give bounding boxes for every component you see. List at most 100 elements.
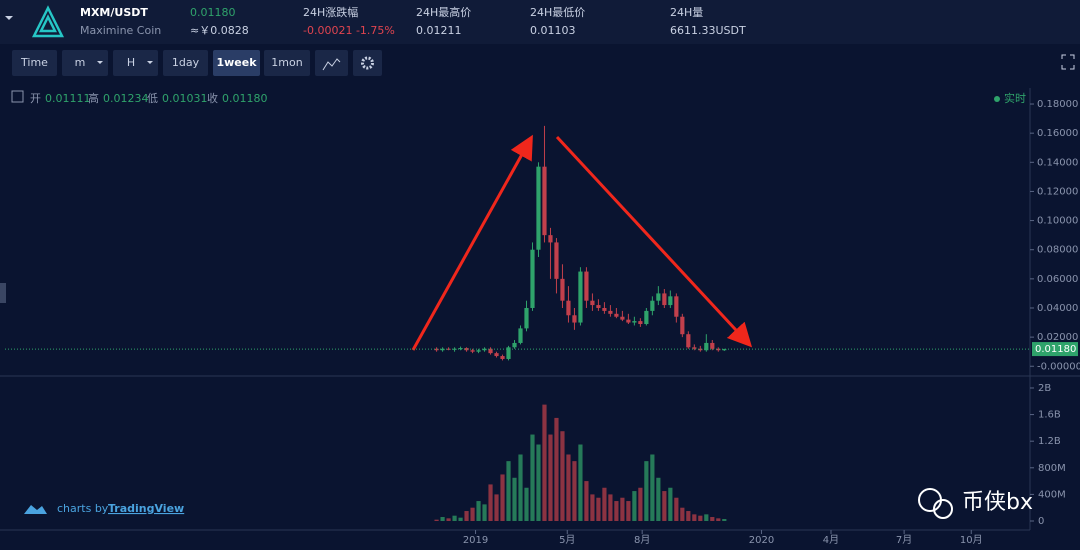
- candle-body: [620, 316, 625, 320]
- candle-body: [608, 310, 613, 314]
- ohlc-label: 收: [207, 91, 218, 105]
- toolbar-label[interactable]: H: [127, 56, 135, 69]
- toolbar-label[interactable]: m: [75, 56, 86, 69]
- settings-button[interactable]: [353, 50, 382, 76]
- candle-body: [578, 271, 583, 323]
- volume-bar: [452, 515, 457, 521]
- volume-bar: [584, 481, 589, 521]
- stat-value: 0.01211: [416, 24, 462, 37]
- candle-body: [590, 300, 595, 306]
- volume-bar: [524, 487, 529, 521]
- volume-bar: [716, 518, 721, 521]
- candle-body: [440, 348, 445, 351]
- volume-bar: [596, 497, 601, 521]
- stat-label: 24H涨跌幅: [303, 5, 358, 19]
- volume-bar: [638, 487, 643, 521]
- candle-body: [584, 271, 589, 301]
- toolbar-label[interactable]: 1mon: [271, 56, 302, 69]
- realtime[interactable]: 实时: [1004, 91, 1026, 105]
- toolbar-label[interactable]: 1day: [172, 56, 200, 69]
- volume-bar: [602, 487, 607, 521]
- volume-bar: [440, 517, 445, 521]
- volume-bar: [686, 511, 691, 521]
- candle-body: [614, 313, 619, 317]
- current-price-label: 0.01180: [1035, 344, 1076, 355]
- candle-body: [446, 348, 451, 350]
- toolbar-button[interactable]: [12, 50, 57, 76]
- volume-bar: [560, 431, 565, 521]
- volume-tick-label: 1.6B: [1038, 410, 1061, 421]
- volume-bar: [446, 518, 451, 521]
- header-bar: [0, 0, 1080, 44]
- ohlc-value: 0.01031: [162, 92, 208, 105]
- volume-bar: [692, 514, 697, 521]
- y-tick-label: 0.04000: [1037, 303, 1078, 314]
- volume-bar: [548, 434, 553, 521]
- indicator-button[interactable]: [315, 50, 348, 76]
- toolbar-button[interactable]: [113, 50, 158, 76]
- candle-body: [698, 348, 703, 351]
- candle-body: [452, 348, 457, 350]
- ohlc-value: 0.01111: [45, 92, 91, 105]
- menu-arrow[interactable]: [5, 16, 13, 20]
- volume-tick-label: 2B: [1038, 383, 1051, 394]
- candle-body: [704, 342, 709, 351]
- dropdown-arrow[interactable]: [147, 61, 153, 64]
- candle-body: [662, 293, 667, 306]
- volume-bar: [644, 461, 649, 521]
- volume-bar: [704, 514, 709, 521]
- candle-body: [512, 342, 517, 348]
- candle-body: [722, 349, 727, 351]
- x-tick-label: 2020: [749, 535, 774, 546]
- toolbar-button[interactable]: [213, 50, 260, 76]
- volume-bar: [464, 511, 469, 521]
- fullscreen[interactable]: [1061, 54, 1075, 70]
- ohlc-label: 开: [30, 92, 41, 105]
- x-tick-label: 4月: [823, 534, 839, 546]
- realtime-dot: [994, 96, 1000, 102]
- candle-body: [668, 296, 673, 306]
- candle-body: [572, 315, 577, 323]
- stat-label: 24H最高价: [416, 5, 471, 19]
- toolbar-label[interactable]: 1week: [216, 56, 257, 69]
- y-tick-label: 0.08000: [1037, 245, 1078, 256]
- volume-bar: [656, 477, 661, 521]
- ohlc-value: 0.01180: [222, 92, 268, 105]
- indicator-icon[interactable]: [322, 58, 341, 71]
- stat-label: 24H量: [670, 6, 703, 19]
- candle-body: [692, 347, 697, 349]
- legend-toggle[interactable]: [11, 90, 24, 103]
- stat-value: 0.01103: [530, 24, 576, 37]
- volume-bar: [512, 477, 517, 521]
- settings-icon[interactable]: [361, 56, 374, 70]
- side-handle[interactable]: [0, 283, 6, 303]
- candle-body: [644, 310, 649, 325]
- candle-body: [686, 334, 691, 348]
- volume-bar: [668, 487, 673, 521]
- ohlc-label: 高: [88, 91, 99, 105]
- candle-body: [536, 166, 541, 250]
- footer-prefix: charts by: [57, 502, 109, 515]
- dropdown-arrow[interactable]: [97, 61, 103, 64]
- candle-body: [548, 235, 553, 243]
- candle-body: [482, 348, 487, 351]
- toolbar-label[interactable]: Time: [20, 56, 48, 69]
- candle-body: [650, 300, 655, 311]
- toolbar-button[interactable]: [264, 50, 310, 76]
- volume-bar: [626, 501, 631, 521]
- price-cny: ≈￥0.0828: [190, 24, 249, 37]
- volume-bar: [500, 474, 505, 521]
- candle-body: [470, 350, 475, 352]
- volume-bar: [476, 501, 481, 521]
- candle-body: [530, 249, 535, 308]
- volume-bar: [458, 517, 463, 521]
- toolbar-button[interactable]: [163, 50, 208, 76]
- volume-tick-label: 400M: [1038, 489, 1066, 500]
- footer-brand[interactable]: TradingView: [108, 502, 184, 515]
- y-tick-label: 0.12000: [1037, 186, 1078, 197]
- toolbar-button[interactable]: [62, 50, 108, 76]
- volume-bar: [488, 484, 493, 521]
- volume-bar: [536, 444, 541, 521]
- candle-body: [566, 300, 571, 316]
